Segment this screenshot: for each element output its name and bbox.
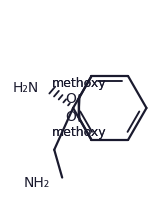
Text: methoxy: methoxy — [52, 77, 107, 90]
Text: methoxy: methoxy — [52, 126, 107, 139]
Text: methoxy: methoxy — [52, 126, 107, 139]
Text: NH₂: NH₂ — [24, 175, 50, 190]
Text: methoxy: methoxy — [52, 77, 107, 90]
Text: O: O — [66, 110, 77, 124]
Text: O: O — [66, 92, 77, 106]
Text: H₂N: H₂N — [12, 81, 38, 95]
